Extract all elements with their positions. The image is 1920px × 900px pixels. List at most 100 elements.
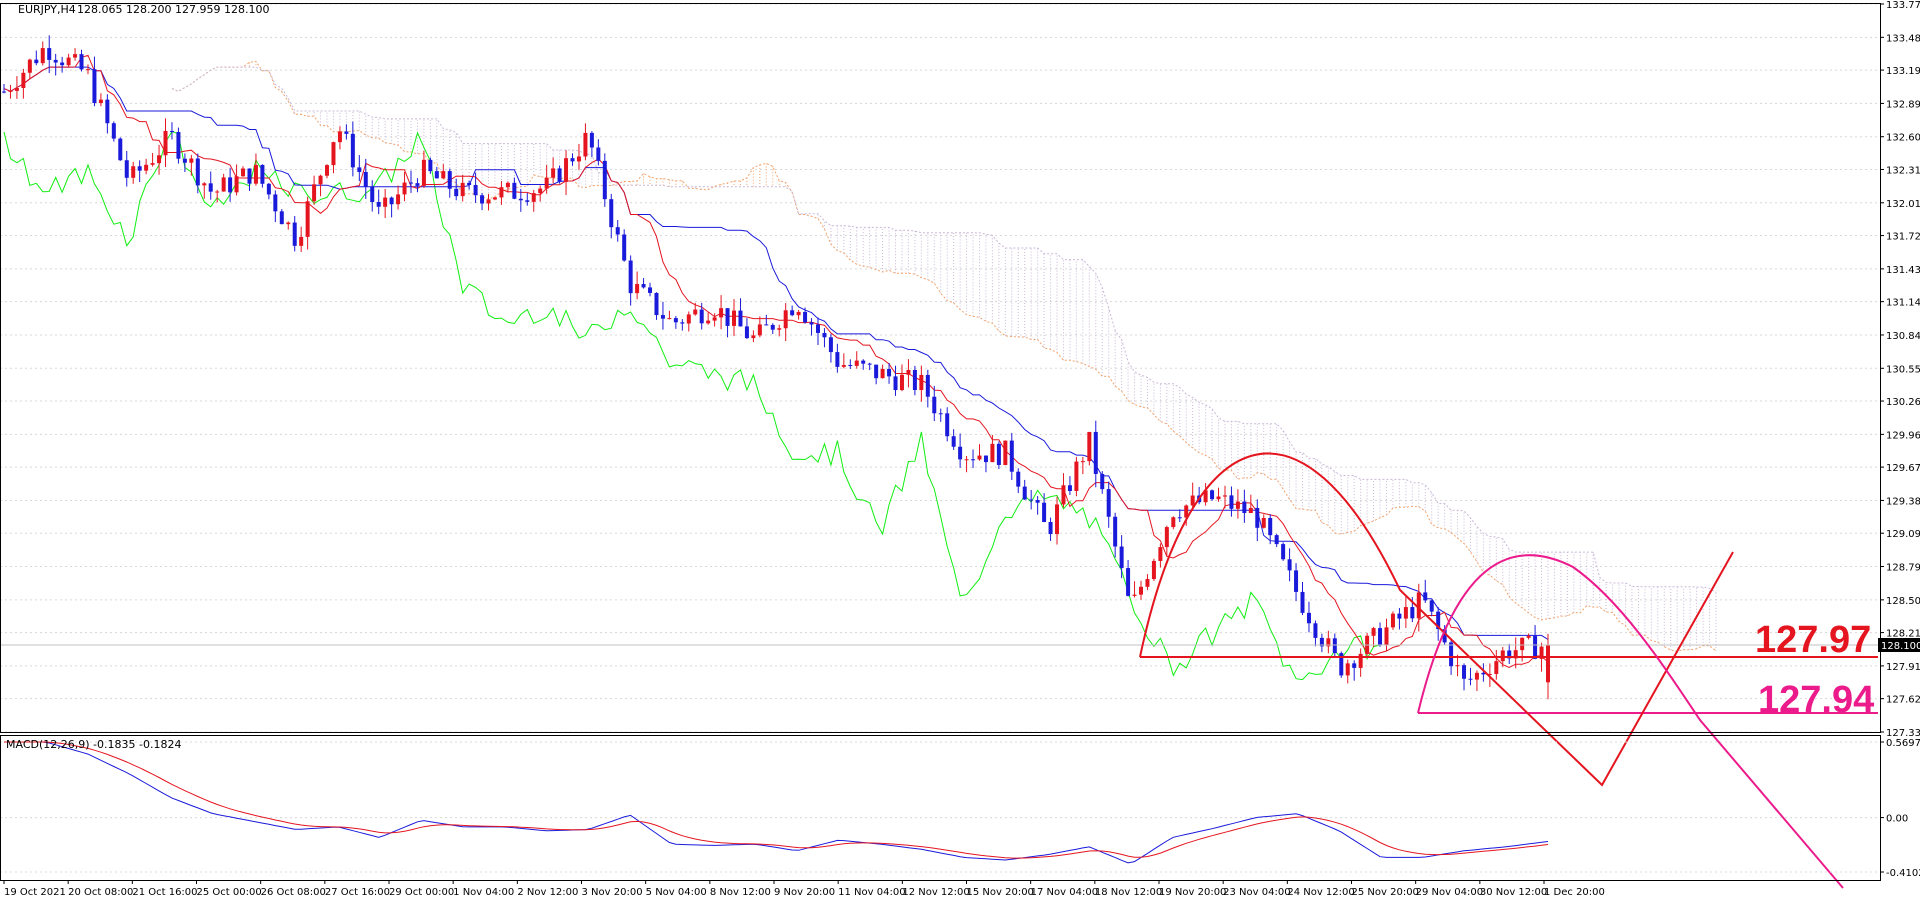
price-tick-label: 129.090 xyxy=(1886,529,1920,540)
candle-body xyxy=(1248,507,1253,514)
candle-body xyxy=(1016,471,1021,487)
time-tick-label: 5 Nov 04:00 xyxy=(646,887,707,898)
candle-body xyxy=(73,54,78,58)
candle-body xyxy=(1423,592,1428,601)
candle-body xyxy=(1229,495,1234,509)
time-tick-label: 9 Nov 20:00 xyxy=(774,887,835,898)
candle-body xyxy=(732,310,737,326)
price-tick-label: 133.480 xyxy=(1886,33,1920,44)
candle-body xyxy=(790,310,795,316)
candle-body xyxy=(286,222,291,225)
candle-body xyxy=(1048,521,1053,535)
candle-body xyxy=(1332,638,1337,654)
candle-body xyxy=(202,183,207,186)
candle-body xyxy=(8,90,13,92)
time-tick-label: 27 Oct 16:00 xyxy=(325,887,390,898)
candle-body xyxy=(363,171,368,187)
candle-body xyxy=(1287,559,1292,571)
candle-body xyxy=(570,158,575,162)
candle-body xyxy=(137,166,142,171)
price-tick-label: 132.310 xyxy=(1886,165,1920,176)
price-tick-label: 127.915 xyxy=(1886,662,1920,673)
candle-body xyxy=(725,308,730,326)
candle-body xyxy=(1539,646,1544,659)
candle-body xyxy=(1449,642,1454,667)
candle-body xyxy=(1294,570,1299,592)
candle-body xyxy=(654,292,659,316)
candle-body xyxy=(241,168,246,177)
candle-body xyxy=(1171,517,1176,528)
candle-body xyxy=(53,59,58,63)
candle-body xyxy=(783,310,788,329)
candle-body xyxy=(828,337,833,353)
candle-body xyxy=(667,318,672,320)
candle-body xyxy=(958,446,963,460)
candle-body xyxy=(27,59,32,73)
macd-grid xyxy=(0,741,1880,873)
candle-body xyxy=(854,360,859,366)
price-chart-panel[interactable] xyxy=(0,3,1880,889)
candle-body xyxy=(531,193,536,202)
candle-body xyxy=(47,48,52,60)
candle-body xyxy=(764,324,769,326)
price-tick-label: 130.845 xyxy=(1886,331,1920,342)
price-grid xyxy=(0,3,1880,733)
candle-body xyxy=(234,176,239,193)
candle-body xyxy=(150,163,155,165)
candle-body xyxy=(1371,628,1376,636)
candle-body xyxy=(208,183,213,192)
time-tick-label: 24 Nov 12:00 xyxy=(1287,887,1354,898)
candle-body xyxy=(841,365,846,367)
candle-body xyxy=(1119,546,1124,569)
candle-body xyxy=(906,369,911,375)
time-tick-label: 29 Nov 04:00 xyxy=(1416,887,1483,898)
candle-body xyxy=(40,48,45,64)
candle-body xyxy=(1345,663,1350,676)
candle-body xyxy=(1462,665,1467,679)
candle-body xyxy=(467,182,472,185)
pattern-drawings xyxy=(1139,452,1878,889)
candle-body xyxy=(1429,600,1434,612)
candle-body xyxy=(1074,461,1079,491)
macd-tick-label: -0.4102 xyxy=(1886,868,1920,879)
candle-body xyxy=(1397,613,1402,619)
candle-body xyxy=(538,188,543,194)
candle-body xyxy=(221,177,226,192)
candle-body xyxy=(564,158,569,182)
candle-body xyxy=(415,183,420,186)
candle-body xyxy=(706,320,711,324)
candle-body xyxy=(880,368,885,379)
candle-body xyxy=(622,234,627,261)
candle-body xyxy=(299,236,304,246)
candle-body xyxy=(176,131,181,159)
candle-body xyxy=(641,284,646,288)
price-tick-label: 131.725 xyxy=(1886,232,1920,243)
macd-main-line xyxy=(4,741,1549,864)
time-tick-label: 3 Nov 20:00 xyxy=(582,887,643,898)
candle-body xyxy=(1029,499,1034,501)
candle-body xyxy=(1255,507,1260,528)
arc-projection-red xyxy=(1139,452,1734,787)
candle-body xyxy=(673,318,678,323)
level-label-127-94: 127.94 xyxy=(1758,679,1874,721)
candle-body xyxy=(344,131,349,134)
time-tick-label: 1 Dec 20:00 xyxy=(1544,887,1605,898)
candle-body xyxy=(1352,663,1357,668)
candle-body xyxy=(1268,517,1273,536)
time-tick-label: 11 Nov 04:00 xyxy=(838,887,905,898)
candle-body xyxy=(1203,490,1208,503)
candle-body xyxy=(1507,650,1512,659)
kijun-sen xyxy=(3,66,1549,640)
candle-body xyxy=(305,201,310,237)
candle-body xyxy=(357,167,362,172)
price-tick-label: 132.895 xyxy=(1886,99,1920,110)
price-tick-label: 127.625 xyxy=(1886,695,1920,706)
price-tick-label: 128.795 xyxy=(1886,563,1920,574)
candle-body xyxy=(266,183,271,195)
candle-body xyxy=(434,171,439,179)
macd-panel[interactable] xyxy=(0,741,1880,873)
candle-body xyxy=(486,199,491,204)
candle-body xyxy=(693,309,698,315)
candle-body xyxy=(648,287,653,293)
